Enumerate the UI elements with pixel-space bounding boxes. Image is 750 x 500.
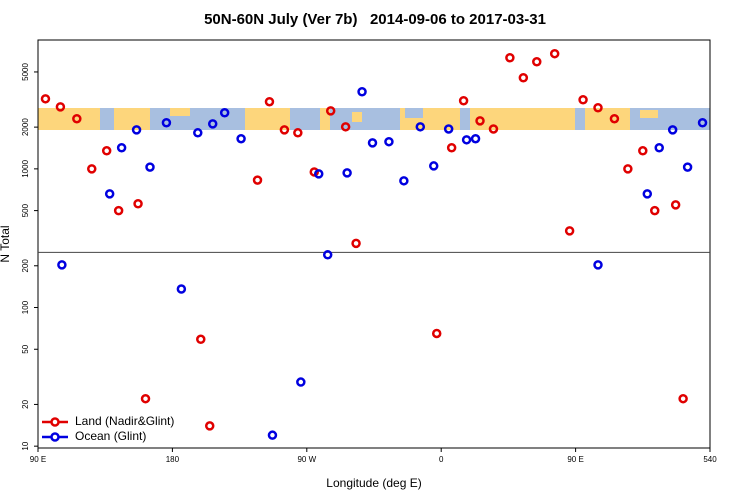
point (193, 128, 203, 138)
point (446, 142, 457, 153)
point (279, 125, 290, 135)
point (264, 96, 275, 107)
y-tick-label: 1000 (21, 159, 30, 177)
x-tick-label: 90 W (297, 455, 316, 464)
y-tick-label: 100 (21, 300, 30, 314)
point (475, 116, 485, 126)
point (431, 328, 442, 339)
legend-marker (50, 432, 60, 442)
point (116, 142, 127, 153)
y-tick-label: 200 (21, 259, 30, 273)
y-tick-label: 10 (21, 441, 30, 450)
x-tick-label: 180 (166, 455, 180, 464)
y-tick-label: 500 (21, 203, 30, 217)
point (351, 238, 361, 249)
map-band (38, 108, 710, 130)
plot-frame (37, 39, 711, 449)
point (593, 260, 603, 270)
point (161, 118, 172, 128)
point (57, 260, 67, 270)
point (204, 421, 215, 431)
point (399, 176, 409, 186)
point (133, 199, 143, 209)
point (654, 142, 664, 153)
y-tick-label: 5000 (21, 63, 30, 81)
point (322, 250, 333, 260)
point (532, 57, 542, 67)
legend-marker (50, 417, 60, 427)
point (267, 430, 278, 440)
point (505, 52, 515, 63)
point (176, 284, 187, 294)
point (101, 146, 112, 156)
point (678, 393, 688, 404)
point (131, 125, 142, 135)
point (488, 124, 499, 134)
point (593, 102, 603, 113)
point (145, 162, 155, 172)
point (340, 122, 351, 132)
x-tick-label: 540 (703, 455, 717, 464)
point (236, 133, 246, 144)
point (219, 107, 230, 118)
point (55, 102, 66, 112)
point (293, 128, 303, 138)
point (415, 122, 426, 132)
legend-label: Land (Nadir&Glint) (75, 414, 174, 428)
point (609, 113, 620, 124)
point (649, 205, 660, 216)
point (461, 135, 472, 145)
point (670, 200, 681, 210)
point (470, 133, 481, 144)
y-axis-label: N Total (0, 225, 12, 262)
point (357, 86, 367, 97)
y-tick-label: 50 (21, 344, 30, 353)
point (642, 189, 653, 199)
point (578, 95, 588, 105)
point (342, 168, 352, 178)
point (623, 164, 633, 174)
point (113, 205, 124, 216)
point (458, 95, 469, 106)
point (697, 118, 708, 128)
point (313, 169, 324, 179)
point (384, 136, 394, 147)
x-tick-label: 90 E (30, 455, 46, 464)
point (196, 334, 206, 345)
point (207, 119, 218, 129)
point (104, 189, 115, 199)
x-tick-label: 0 (439, 455, 444, 464)
point (667, 125, 678, 135)
point (682, 162, 693, 172)
point (367, 138, 378, 148)
legend-label: Ocean (Glint) (75, 429, 146, 443)
point (549, 48, 560, 59)
x-tick-label: 90 E (567, 455, 583, 464)
point (428, 161, 439, 171)
point (296, 377, 306, 387)
point (518, 73, 529, 83)
chart-title: 50N-60N July (Ver 7b) 2014-09-06 to 2017… (204, 11, 546, 28)
point (564, 226, 575, 236)
point (638, 146, 648, 156)
point (443, 124, 454, 134)
x-axis-label: Longitude (deg E) (326, 476, 421, 490)
point (325, 106, 336, 116)
y-tick-label: 2000 (21, 118, 30, 136)
point (40, 94, 51, 104)
point (140, 393, 151, 404)
point (87, 164, 97, 174)
y-tick-label: 20 (21, 399, 30, 408)
point (72, 113, 82, 124)
point (252, 175, 263, 185)
